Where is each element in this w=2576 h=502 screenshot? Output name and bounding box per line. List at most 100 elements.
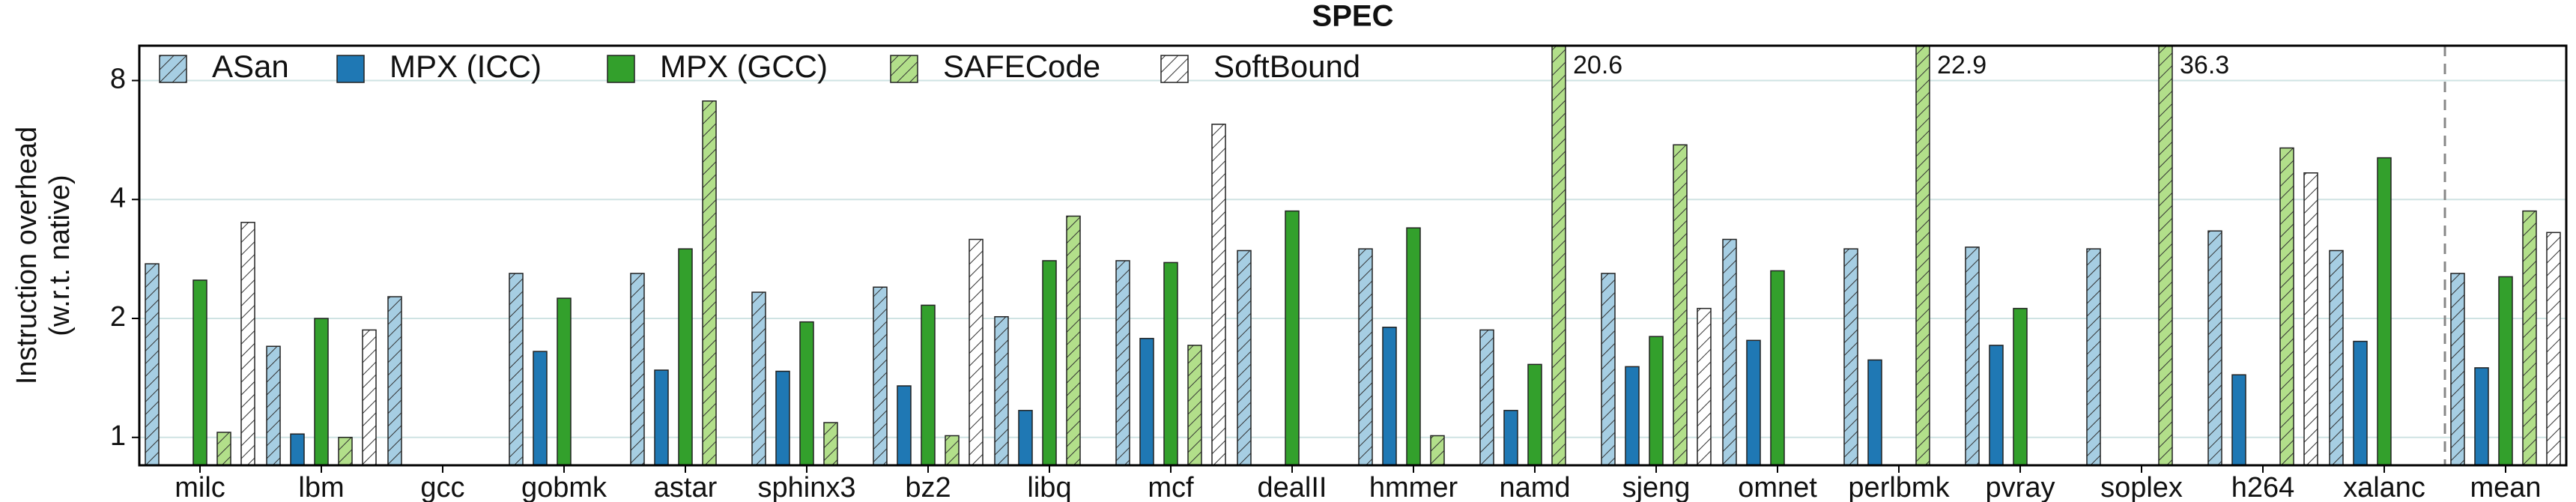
legend-label: MPX (GCC) <box>660 49 828 84</box>
bar <box>2158 45 2173 466</box>
y-tick-label: 1 <box>110 420 126 452</box>
legend-label: ASan <box>212 49 289 84</box>
plot-frame <box>138 44 2568 467</box>
bar <box>145 263 160 466</box>
legend-label: MPX (ICC) <box>390 49 542 84</box>
bar <box>1770 270 1785 466</box>
x-tick-label: xalanc <box>2343 472 2425 502</box>
bar <box>1843 248 1858 466</box>
bar <box>2086 248 2101 466</box>
x-tick-label: sjeng <box>1622 472 1691 502</box>
bar <box>1915 45 1930 466</box>
bar <box>2377 157 2392 466</box>
bar <box>921 304 936 466</box>
bar <box>362 329 377 466</box>
value-label: 22.9 <box>1937 51 1986 79</box>
bar <box>1989 345 2004 466</box>
x-tick-label: dealII <box>1258 472 1327 502</box>
bar <box>2303 172 2318 466</box>
bar <box>969 238 984 466</box>
bar <box>1237 250 1252 466</box>
y-tick-label: 8 <box>110 64 126 95</box>
bar <box>314 318 329 466</box>
bar <box>557 297 572 466</box>
bar <box>2231 374 2246 466</box>
bar <box>1867 359 1882 466</box>
bar <box>1382 327 1397 466</box>
bar <box>2279 147 2294 466</box>
x-tick-label: lbm <box>298 472 344 502</box>
bar <box>2329 250 2344 466</box>
bar <box>1066 215 1081 466</box>
bar <box>2522 210 2537 466</box>
bar <box>1746 339 1761 466</box>
bar <box>2450 273 2465 466</box>
bar <box>193 279 207 466</box>
bar <box>1551 45 1566 466</box>
bar <box>2013 307 2028 466</box>
x-tick-label: gcc <box>420 472 464 502</box>
bar <box>654 369 669 466</box>
x-tick-label: pvray <box>1986 472 2055 502</box>
bar <box>338 437 353 466</box>
x-tick-label: mcf <box>1148 472 1194 502</box>
bar <box>1601 273 1616 466</box>
bar <box>945 435 960 466</box>
bar <box>1358 248 1373 466</box>
bar <box>1625 366 1640 466</box>
x-tick-label: mean <box>2470 472 2541 502</box>
x-tick-label: astar <box>654 472 718 502</box>
value-label: 20.6 <box>1573 51 1622 79</box>
bar <box>1211 124 1226 466</box>
x-tick-label: namd <box>1499 472 1570 502</box>
y-tick-label: 4 <box>110 182 126 214</box>
bar <box>2474 367 2489 466</box>
bar <box>387 296 402 466</box>
bar <box>1187 345 1202 466</box>
legend-swatch <box>336 55 365 83</box>
legend-swatch <box>890 55 918 83</box>
bar <box>216 432 231 466</box>
y-axis-label: Instruction overhead <box>11 127 43 384</box>
bar <box>1479 329 1494 466</box>
bar <box>1406 227 1421 466</box>
legend-label: SoftBound <box>1213 49 1360 84</box>
bar <box>799 321 814 466</box>
bar <box>775 370 790 466</box>
bar <box>630 273 645 466</box>
legend-swatch <box>607 55 635 83</box>
bar <box>1285 210 1300 466</box>
y-axis-label: (w.r.t. native) <box>44 175 76 336</box>
bar <box>240 222 255 466</box>
x-tick-label: hmmer <box>1369 472 1458 502</box>
x-tick-label: perlbmk <box>1848 472 1950 502</box>
bar <box>1527 363 1542 466</box>
bar <box>702 100 717 466</box>
bar <box>1503 410 1518 466</box>
bar <box>509 273 524 466</box>
bar <box>678 248 693 466</box>
bar <box>1042 260 1057 466</box>
bar <box>2498 276 2513 466</box>
bar <box>1965 247 1980 466</box>
bar <box>1697 307 1712 466</box>
bar <box>1115 260 1130 466</box>
value-label: 36.3 <box>2180 51 2229 79</box>
x-tick-label: omnet <box>1738 472 1817 502</box>
bar <box>1649 336 1664 466</box>
x-tick-label: sphinx3 <box>758 472 856 502</box>
y-tick-label: 2 <box>110 301 126 333</box>
bar <box>290 433 305 466</box>
bar <box>2546 232 2561 466</box>
bar <box>897 385 912 466</box>
x-tick-label: libq <box>1027 472 1071 502</box>
bar <box>533 351 548 466</box>
legend-swatch <box>1160 55 1189 83</box>
x-tick-label: milc <box>175 472 225 502</box>
bar <box>1163 261 1178 466</box>
bar <box>2353 340 2368 466</box>
bar <box>823 422 838 466</box>
x-tick-label: h264 <box>2231 472 2295 502</box>
